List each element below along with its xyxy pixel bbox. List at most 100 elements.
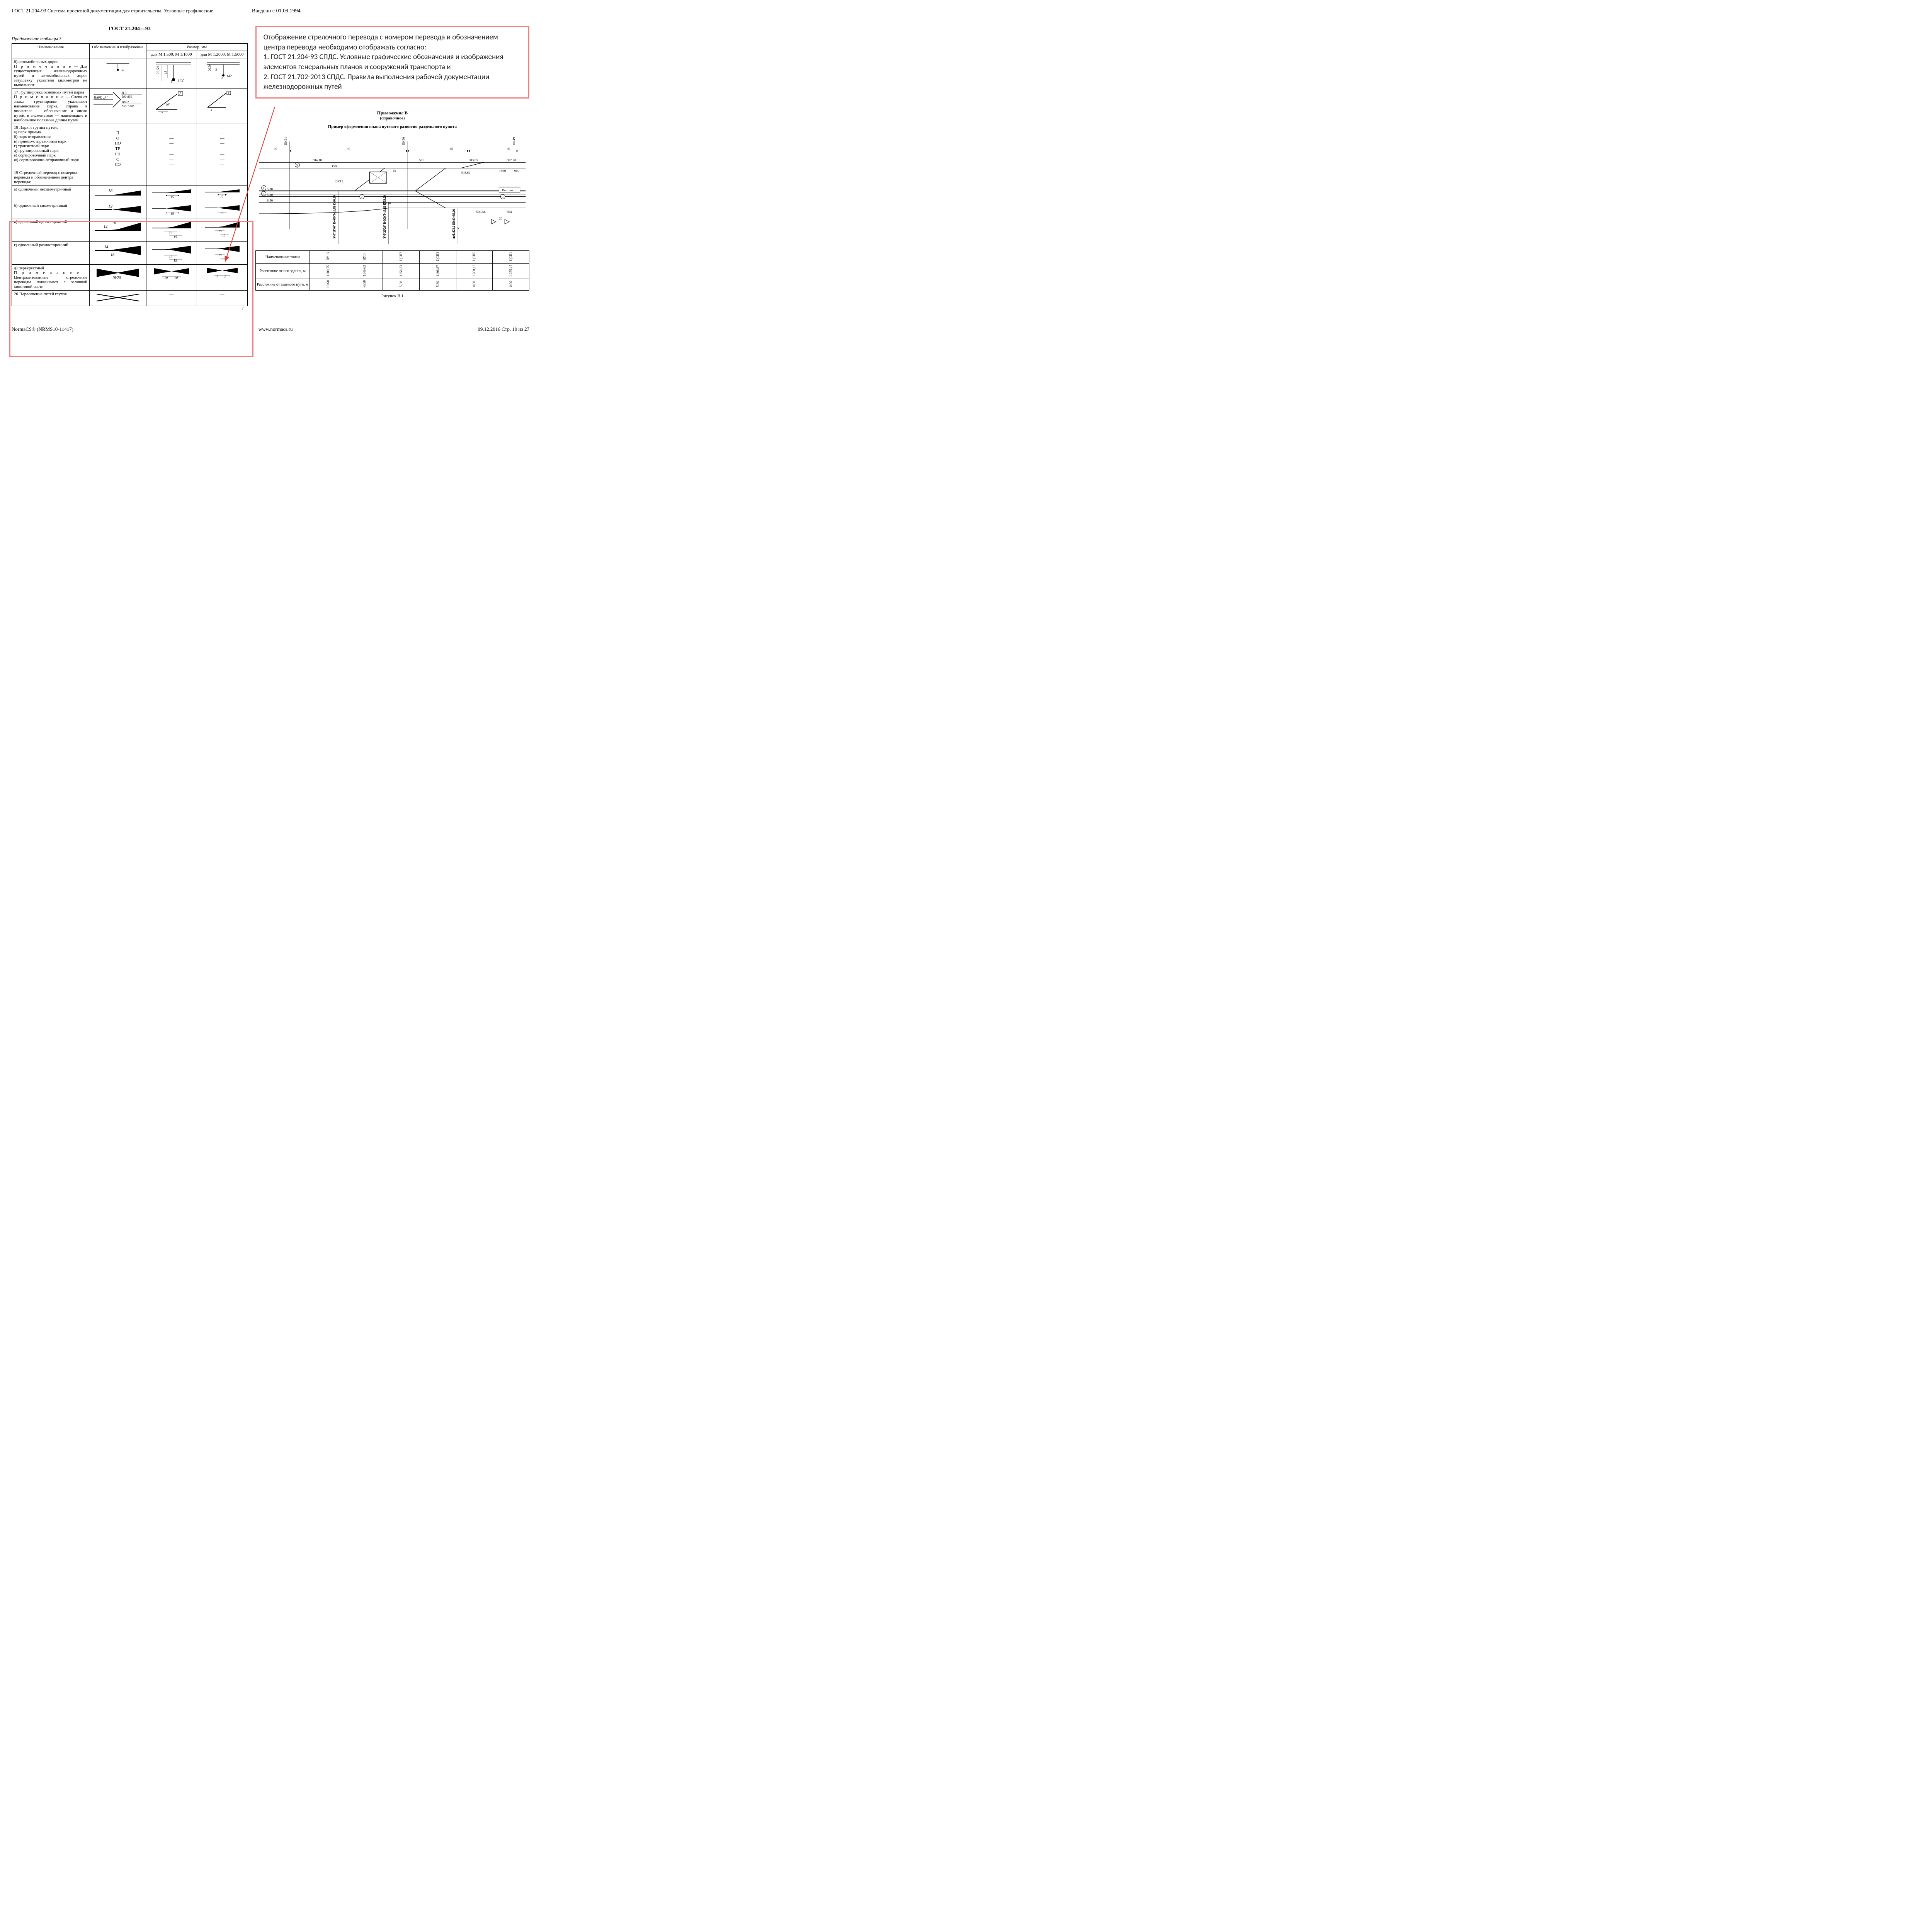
table-row: 17 Группировка основных путей парка П р …	[12, 89, 248, 124]
document-header: ГОСТ 21.204-93 Система проектной докумен…	[12, 8, 529, 14]
gost-table: Наименование Обозначение и изображение Р…	[12, 43, 248, 306]
svg-text:7: 7	[361, 195, 363, 199]
svg-text:505: 505	[419, 158, 424, 162]
svg-text:7: 7	[224, 275, 226, 279]
bt-val: 1196,87	[436, 265, 440, 276]
dim-icon: 10	[203, 203, 242, 214]
right-column: Отображение стрелочного перевода с номер…	[255, 26, 529, 311]
bt-val: 5,30	[436, 281, 440, 287]
dim-icon: 10 10	[150, 266, 193, 280]
dim-icon: 142 26,50 15 5	[148, 60, 195, 85]
svg-text:1600: 1600	[499, 169, 506, 173]
code: ТР	[92, 146, 144, 152]
svg-text:5: 5	[457, 226, 459, 230]
bt-header: ЦСП1	[509, 252, 513, 261]
svg-text:ПК49: ПК49	[512, 137, 516, 145]
bt-header: ВУ13	[326, 252, 330, 260]
col-dim-header: Размер, мм	[146, 44, 247, 51]
r19-d-label: г) сдвоенный разносторонний	[12, 242, 90, 265]
svg-text:40: 40	[347, 146, 350, 150]
page-number: 7	[12, 306, 248, 311]
svg-text:15: 15	[173, 235, 177, 239]
svg-text:3: 3	[227, 92, 229, 95]
svg-text:16: 16	[112, 221, 116, 225]
r18-d: г) транзитный парк	[14, 144, 87, 148]
svg-text:5: 5	[262, 192, 264, 196]
track-plan-diagram: ПК51 ПК50 ПК49 40 40 45 40	[255, 133, 529, 249]
svg-text:15: 15	[170, 212, 174, 215]
svg-text:ПО-2: ПО-2	[121, 100, 129, 104]
svg-text:3: 3	[210, 109, 212, 111]
svg-text:10: 10	[214, 68, 218, 71]
col-dim1: для М 1:500; М 1:1000	[146, 51, 197, 58]
svg-text:45: 45	[449, 146, 453, 150]
svg-text:504: 504	[507, 210, 512, 214]
bt-val: -6,50	[362, 280, 366, 288]
svg-text:7: 7	[179, 92, 181, 95]
svg-text:10: 10	[218, 254, 221, 257]
bt-val: 1149,63	[362, 265, 366, 276]
svg-text:10: 10	[174, 276, 178, 280]
row-20-title: 20 Пересечение путей глухое	[12, 291, 90, 306]
svg-text:507,20: 507,20	[507, 158, 516, 162]
switch-cross-icon: 18/20	[93, 266, 143, 280]
svg-text:У-5°11'40" R-400 Т-16,62 К-36,: У-5°11'40" R-400 Т-16,62 К-36,26	[333, 195, 336, 238]
svg-text:142: 142	[121, 70, 124, 72]
figure-caption: Рисунок В.1	[255, 294, 529, 298]
svg-text:10: 10	[222, 257, 225, 260]
footer: NormaCS® (NRMS10-11417) www.normacs.ru 0…	[12, 326, 529, 332]
bt-row-label: Расстояние от главного пути, м	[255, 279, 310, 290]
r19-b-label: б) одиночный симметричный	[12, 202, 90, 218]
annotation-line: 2. ГОСТ 21.702-2013 СПДС. Правила выполн…	[264, 72, 521, 92]
dim-icon: 7 7	[203, 266, 242, 279]
dim-icon: 15 15	[150, 243, 193, 262]
code: ГП	[92, 152, 144, 157]
svg-text:9: 9	[502, 195, 503, 199]
table-row: д) перекрестный П р и м е ч а н и е — Це…	[12, 265, 248, 291]
plan-title: Пример оформления плана путевого развити…	[255, 124, 529, 129]
bt-val: 5,30	[399, 281, 403, 287]
svg-text:3: 3	[296, 163, 298, 167]
svg-text:15: 15	[169, 255, 173, 259]
svg-text:150: 150	[332, 164, 337, 168]
svg-text:6,50: 6,50	[267, 198, 273, 202]
dim-icon: 10	[203, 187, 242, 198]
appendix-title: Приложение В	[255, 110, 529, 116]
code: С	[92, 157, 144, 163]
svg-text:10: 10	[222, 234, 225, 237]
footer-left: NormaCS® (NRMS10-11417)	[12, 326, 73, 332]
row-19-title: 19 Стрелочный перевод с номером перевода…	[12, 169, 90, 186]
table-row: 19 Стрелочный перевод с номером перевода…	[12, 169, 248, 186]
dim-icon: 10 10	[203, 243, 242, 260]
r19-e-label: д) перекрестный	[14, 266, 87, 271]
svg-text:10: 10	[164, 276, 168, 280]
svg-text:10: 10	[220, 211, 223, 214]
note-label: П р и м е ч а н и е	[14, 95, 64, 99]
svg-text:15: 15	[164, 71, 168, 75]
svg-text:504,10: 504,10	[313, 158, 322, 162]
svg-text:40: 40	[507, 146, 510, 150]
svg-text:26,50: 26,50	[156, 66, 160, 74]
svg-text:18: 18	[108, 189, 113, 193]
park-group-icon: ПАРК „А" П-3 500-850 ПО-2 850-1200	[92, 90, 144, 109]
bt-val: 1208,13	[472, 265, 476, 276]
r18-f: е) сортировочный парк	[14, 153, 87, 158]
svg-text:850-1200: 850-1200	[122, 104, 134, 108]
blind-crossing-icon	[93, 292, 143, 303]
svg-text:60°: 60°	[166, 103, 170, 106]
code: СО	[92, 162, 144, 168]
row-b-title: б) автомобильных дорог	[14, 60, 87, 64]
bt-val: 0,00	[509, 281, 513, 287]
r19-a-label: а) одиночный несимметричный	[12, 186, 90, 202]
bt-val: 1158,33	[399, 265, 403, 276]
r18-g: ж) сортировочно-отправочный парк	[14, 158, 87, 162]
gost-title: ГОСТ 21.204—93	[12, 26, 248, 32]
svg-text:15: 15	[392, 169, 396, 173]
row-17-title: 17 Группировка основных путей парка	[14, 90, 87, 95]
r19-c-label: в) сдвоенный односторонний	[12, 218, 90, 242]
svg-text:5: 5	[171, 80, 173, 83]
table-row: 20 Пересечение путей глухое — —	[12, 291, 248, 306]
bt-row-label: Расстояние от оси здания, м	[255, 264, 310, 279]
note-label: П р и м е ч а н и е	[14, 64, 71, 69]
bt-val: 0,00	[472, 281, 476, 287]
